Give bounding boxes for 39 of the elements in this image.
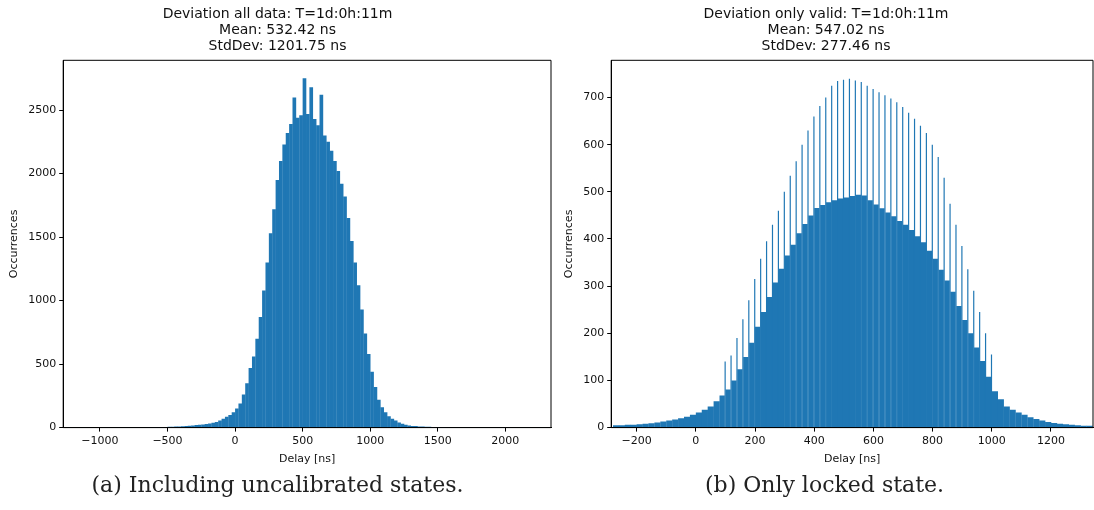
y-tick-label: 0	[49, 420, 57, 434]
y-tick-label: 200	[583, 326, 605, 340]
y-axis-title: Occurrences	[562, 209, 576, 279]
x-tick-label: 800	[922, 434, 944, 448]
chart-title: Deviation all data: T=1d:0h:11m	[162, 4, 393, 21]
y-tick-label: 2500	[28, 102, 57, 116]
y-tick-label: 0	[597, 420, 605, 434]
y-tick-label: 100	[583, 373, 605, 387]
y-tick-label: 500	[35, 356, 57, 370]
x-axis-title: Delay [ns]	[278, 452, 336, 466]
x-tick-label: 600	[862, 434, 884, 448]
chart-subtitle: Mean: 532.42 ns StdDev: 1201.75 ns	[208, 20, 347, 53]
x-tick-label: 0	[692, 434, 700, 448]
y-tick-label: 400	[583, 231, 605, 245]
x-tick-label: −500	[152, 434, 183, 448]
x-tick-label: 200	[744, 434, 766, 448]
x-tick-label: −200	[621, 434, 652, 448]
y-tick-label: 600	[583, 137, 605, 151]
x-axis-title: Delay [ns]	[823, 452, 881, 466]
x-tick-label: 1000	[977, 434, 1006, 448]
x-tick-label: −1000	[81, 434, 119, 448]
y-axis-title: Occurrences	[7, 209, 21, 279]
x-tick-label: 400	[803, 434, 825, 448]
text: (b) Only locked state.	[703, 472, 945, 497]
x-tick-label: 1500	[423, 434, 452, 448]
x-tick-label: 2000	[491, 434, 520, 448]
text: (a) Including uncalibrated states.	[90, 472, 465, 497]
y-tick-label: 500	[583, 184, 605, 198]
y-tick-label: 2000	[28, 166, 57, 180]
x-tick-label: 500	[292, 434, 314, 448]
chart-title: Deviation only valid: T=1d:0h:11m	[703, 4, 949, 21]
x-tick-label: 1000	[356, 434, 385, 448]
x-tick-label: 0	[231, 434, 239, 448]
y-tick-label: 300	[583, 279, 605, 293]
x-tick-label: 1200	[1036, 434, 1065, 448]
y-tick-label: 700	[583, 90, 605, 104]
y-tick-label: 1000	[28, 293, 57, 307]
chart-subtitle: Mean: 547.02 ns StdDev: 277.46 ns	[761, 20, 891, 53]
y-tick-label: 1500	[28, 229, 57, 243]
